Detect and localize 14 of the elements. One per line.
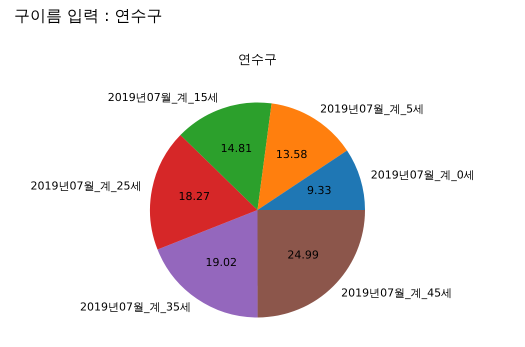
- data-label: 13.58: [276, 148, 308, 162]
- slice-label: 2019년07월_계_15세: [108, 91, 219, 104]
- data-label: 9.33: [307, 184, 332, 198]
- slice-label: 2019년07월_계_5세: [320, 102, 424, 116]
- slice-label: 2019년07월_계_25세: [30, 180, 142, 193]
- data-label: 24.99: [287, 248, 319, 262]
- data-label: 18.27: [178, 190, 210, 204]
- data-label: 19.02: [205, 256, 237, 270]
- data-label: 14.81: [220, 142, 252, 155]
- text: 구이름 입력 : 연수구: [14, 6, 163, 27]
- chart-title: 연수구: [238, 52, 277, 68]
- slice-label: 2019년07월_계_35세: [80, 300, 192, 314]
- slice-label: 2019년07월_계_45세: [341, 286, 452, 300]
- slice-label: 2019년07월_계_0세: [370, 168, 475, 182]
